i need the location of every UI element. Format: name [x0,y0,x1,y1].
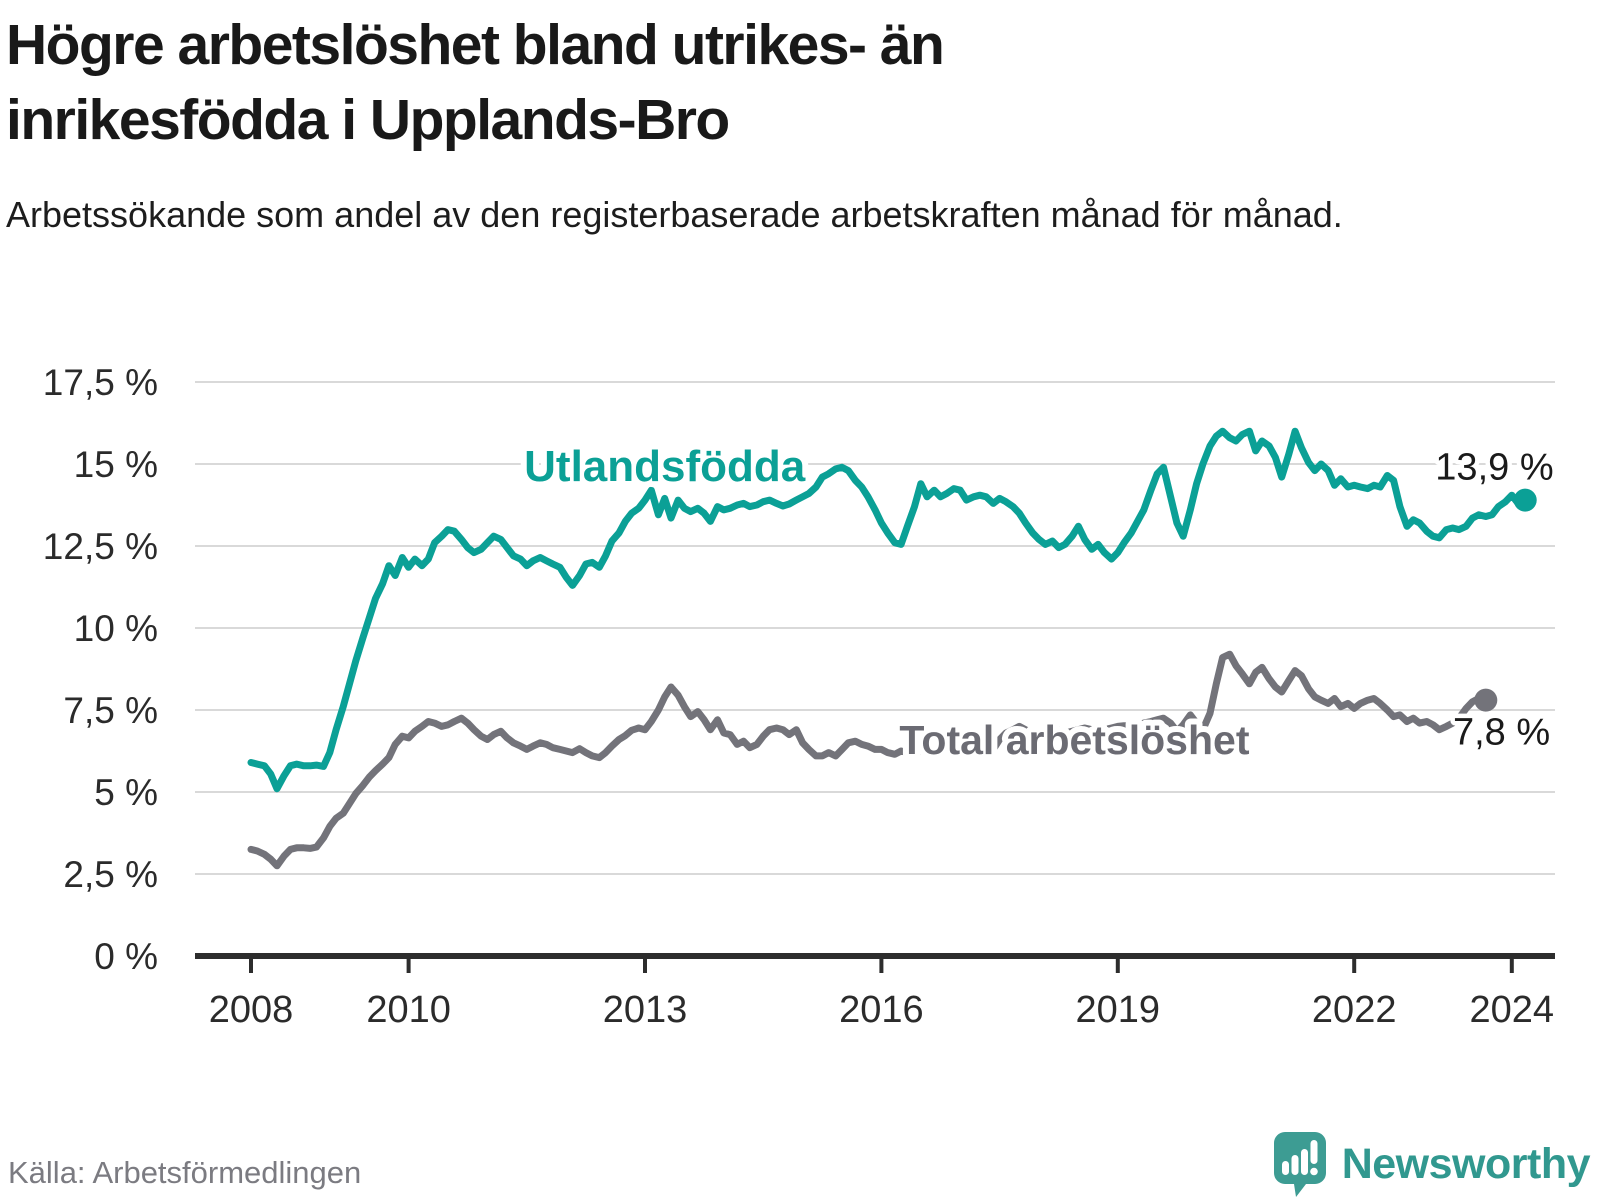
chart-label-total-arbetsl-shet: Total arbetslöshet [899,717,1249,763]
x-axis-label-2010: 2010 [366,989,451,1031]
newsworthy-wordmark: Newsworthy [1341,1139,1591,1188]
newsworthy-logo: Newsworthy [1272,1130,1591,1198]
x-axis-label-2019: 2019 [1076,989,1161,1031]
x-axis-label-2024: 2024 [1470,989,1555,1031]
x-axis-label-2008: 2008 [209,989,294,1031]
newsworthy-speech-bubble-bar-chart-icon [1273,1132,1326,1197]
chart-title: Högre arbetslöshet bland utrikes- än inr… [6,13,945,153]
y-axis-label-2-5: 2,5 % [63,854,158,895]
x-axis-label-2013: 2013 [603,989,688,1031]
y-axis-label-17-5: 17,5 % [43,362,158,403]
series-end-dot-utlandsf-dda [1513,488,1537,512]
y-axis-label-7-5: 7,5 % [63,690,158,731]
y-axis-label-15: 15 % [74,444,158,485]
source-note: Källa: Arbetsförmedlingen [8,1155,362,1190]
x-axis-label-2016: 2016 [839,989,924,1031]
chart-label-7-8: 7,8 % [1453,712,1550,754]
y-axis-label-5: 5 % [94,772,158,813]
chart-label-utlandsf-dda: Utlandsfödda [524,442,806,491]
chart-subtitle: Arbetssökande som andel av den registerb… [6,194,1343,235]
series-line-utlandsf-dda [247,427,1529,793]
y-axis-label-10: 10 % [74,608,158,649]
y-axis-label-0: 0 % [94,936,158,977]
y-axis-label-12-5: 12,5 % [43,526,158,567]
series-line-total-arbetsl-shet [247,650,1490,870]
chart-label-13-9: 13,9 % [1435,447,1553,489]
series-end-dot-total-arbetsl-shet [1474,688,1498,712]
x-axis-label-2022: 2022 [1312,989,1397,1031]
